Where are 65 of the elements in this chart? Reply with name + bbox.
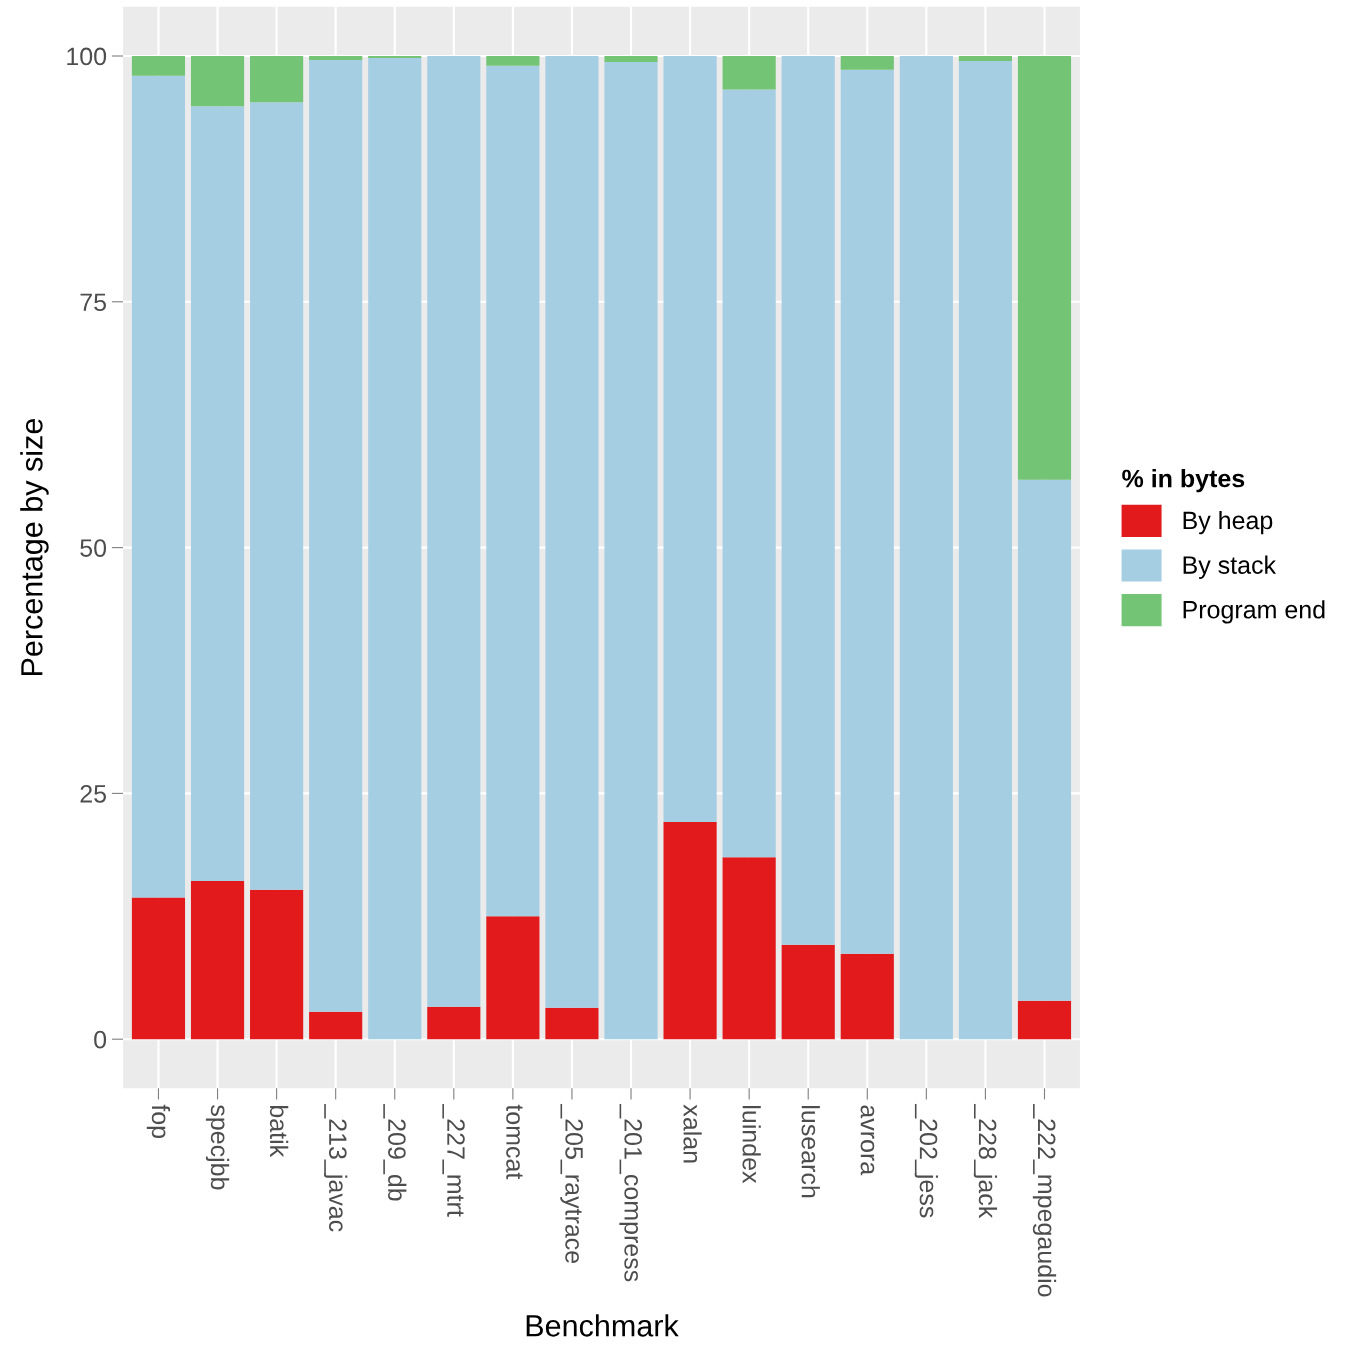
bar — [486, 916, 540, 1040]
x-tick-label: _213_javac — [324, 1103, 348, 1232]
y-tick-label: 100 — [67, 47, 107, 66]
bar — [781, 56, 835, 945]
bar — [368, 57, 422, 1040]
legend-title: % in bytes — [1122, 469, 1245, 493]
y-axis-title: Percentage by size — [20, 419, 49, 676]
bar — [545, 1007, 599, 1040]
x-tick-label: xalan — [683, 1104, 702, 1163]
bar — [190, 56, 245, 107]
x-tick-label: luindex — [742, 1106, 761, 1184]
bar — [722, 857, 776, 1040]
legend-label: By heap — [1183, 510, 1273, 535]
bar — [663, 56, 717, 822]
x-tick-label: _209_db — [383, 1103, 407, 1201]
x-axis-title: Benchmark — [526, 1314, 679, 1337]
x-tick-label: _222_mpegaudio — [1032, 1103, 1057, 1297]
bar — [190, 106, 245, 881]
x-tick-label: avrora — [860, 1105, 875, 1176]
bar — [486, 56, 540, 66]
x-tick-label: _205_raytrace — [560, 1103, 583, 1264]
bar — [427, 56, 481, 1007]
x-tick-label: specjbb — [205, 1105, 230, 1190]
bar — [250, 102, 304, 890]
bar — [545, 56, 599, 1008]
bar — [899, 56, 953, 1040]
bar — [604, 56, 658, 62]
bar — [486, 65, 540, 917]
bar — [1017, 1000, 1072, 1040]
y-tick-label: 75 — [80, 293, 107, 312]
bar — [250, 889, 304, 1040]
x-tick-label: _202_jess — [914, 1103, 939, 1218]
x-tick-label: batik — [269, 1105, 289, 1158]
bar — [250, 56, 304, 103]
bar — [131, 897, 186, 1040]
bar — [1017, 56, 1072, 480]
bar — [840, 56, 894, 70]
bar — [722, 89, 776, 858]
bar — [663, 821, 717, 1040]
x-tick-label: lusearch — [801, 1106, 820, 1198]
legend-label: Program end — [1183, 600, 1325, 624]
bar — [840, 69, 894, 954]
x-tick-label: _227_mtrt — [442, 1103, 465, 1217]
x-tick-label: tomcat — [506, 1104, 523, 1180]
bar — [722, 56, 776, 90]
bar — [190, 880, 245, 1040]
bar — [309, 1011, 363, 1040]
x-tick-label: fop — [146, 1104, 171, 1139]
bar — [840, 953, 894, 1040]
bar — [131, 56, 186, 76]
y-tick-label: 0 — [94, 1030, 107, 1049]
bar — [958, 60, 1012, 1040]
x-tick-label: _228_jack — [973, 1103, 998, 1219]
bar — [309, 56, 363, 60]
y-tick-label: 25 — [80, 785, 107, 803]
y-tick-label: 50 — [80, 539, 107, 557]
x-tick-label: _201_compress — [619, 1103, 643, 1282]
bar — [1017, 479, 1072, 1001]
bar — [958, 56, 1012, 61]
bar — [781, 944, 835, 1040]
bar — [309, 59, 363, 1012]
bar — [427, 1006, 481, 1040]
legend-label: By stack — [1183, 555, 1277, 579]
bar — [604, 61, 658, 1040]
bar — [131, 75, 186, 898]
